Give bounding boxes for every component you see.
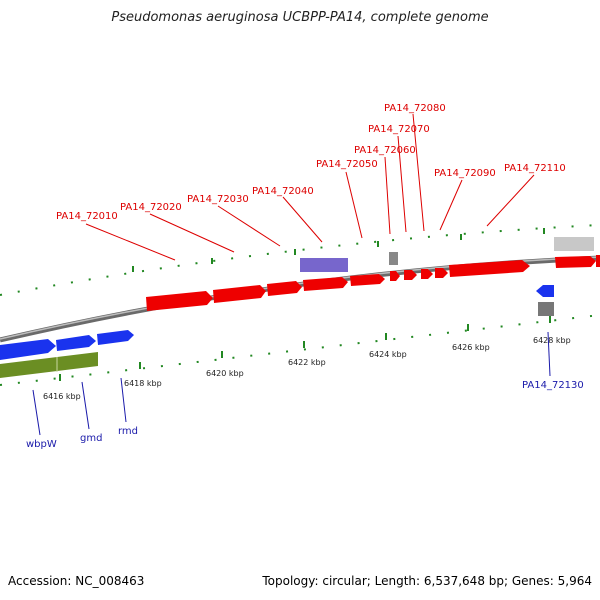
label-pa14-72020: PA14_72020	[120, 202, 182, 213]
map-title: Pseudomonas aeruginosa UCBPP-PA14, compl…	[111, 10, 489, 25]
gene-arrow-pa14-72010	[146, 291, 213, 311]
forward-genes	[146, 255, 600, 311]
upper-leader-lines	[85, 113, 535, 261]
tick-label-6418: 6418 kbp	[124, 379, 162, 388]
label-rmd: rmd	[118, 426, 138, 437]
gene-arrow-pa14-72070	[404, 270, 417, 280]
tick-label-6424: 6424 kbp	[369, 350, 407, 359]
tick-label-6428: 6428 kbp	[533, 336, 571, 345]
gene-arrow-pa14-72090	[449, 260, 530, 277]
gene-arrow-pa14-72130	[536, 285, 554, 297]
lower-leader-lines	[32, 331, 551, 436]
gene-arrow-pa14-72030	[267, 281, 302, 296]
gene-arrow-pa14-72110	[555, 256, 596, 268]
genome-summary-text: Topology: circular; Length: 6,537,648 bp…	[262, 574, 592, 588]
lower-major-ticks	[59, 316, 551, 381]
grey-feature-lower	[538, 302, 554, 316]
label-pa14-72040: PA14_72040	[252, 186, 314, 197]
tick-label-6422: 6422 kbp	[288, 358, 326, 367]
gene-arrow-pa14-72020	[213, 285, 266, 303]
tick-label-6420: 6420 kbp	[206, 369, 244, 378]
label-pa14-72110: PA14_72110	[504, 163, 566, 174]
grey-feature-small	[389, 252, 398, 265]
green-feature	[0, 352, 98, 378]
label-gmd: gmd	[80, 433, 102, 444]
gene-arrow-pa14-72080	[421, 269, 433, 279]
label-pa14-72090: PA14_72090	[434, 168, 496, 179]
gene-arrow-pa14-72060	[390, 271, 400, 281]
label-pa14-72050: PA14_72050	[316, 159, 378, 170]
gene-arrow-pa14-72090-a	[435, 268, 448, 278]
gene-arrow-pa14-72040	[303, 277, 348, 291]
lower-guide-arc	[0, 314, 600, 386]
purple-feature	[300, 258, 348, 272]
accession-text: Accession: NC_008463	[8, 574, 145, 588]
label-pa14-72130: PA14_72130	[522, 380, 584, 391]
label-pa14-72030: PA14_72030	[187, 194, 249, 205]
grey-feature-right	[554, 237, 594, 251]
gene-arrow-gmd	[56, 335, 96, 351]
label-wbpw: wbpW	[26, 439, 57, 450]
label-pa14-72080: PA14_72080	[384, 103, 446, 114]
label-pa14-72060: PA14_72060	[354, 145, 416, 156]
tick-label-6426: 6426 kbp	[452, 343, 490, 352]
tick-label-6416: 6416 kbp	[43, 392, 81, 401]
upper-major-ticks	[132, 228, 545, 272]
gene-arrow-pa14-72050	[350, 274, 385, 286]
label-pa14-72010: PA14_72010	[56, 211, 118, 222]
reverse-genes	[0, 285, 554, 360]
label-pa14-72070: PA14_72070	[368, 124, 430, 135]
gene-arrow-wbpw	[0, 339, 56, 360]
gene-arrow-rmd	[97, 330, 134, 345]
